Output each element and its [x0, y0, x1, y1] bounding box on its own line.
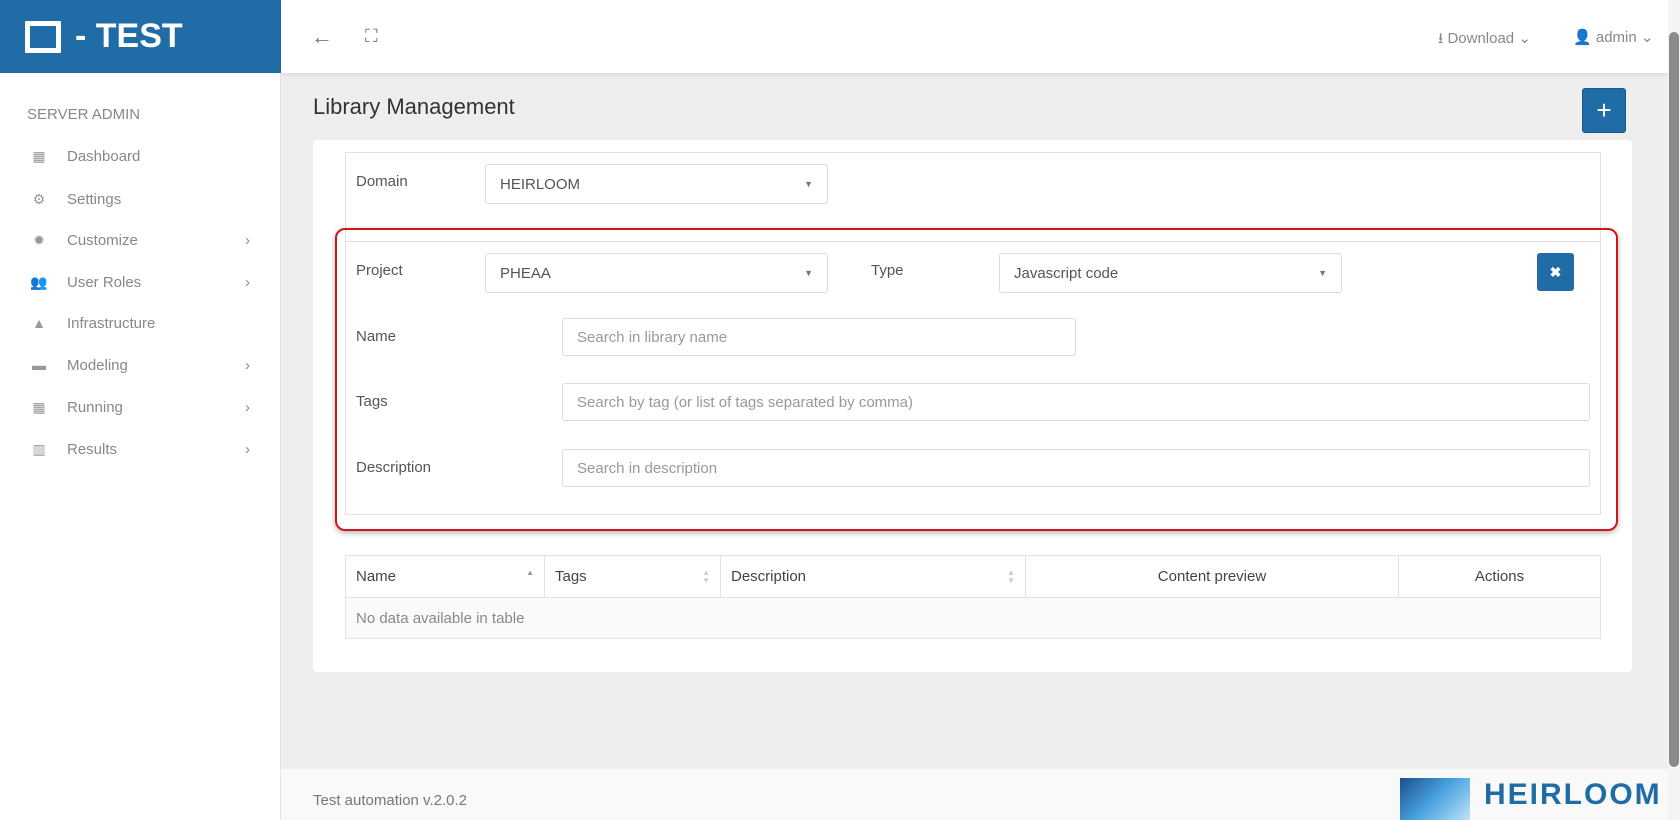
add-library-button[interactable]: +	[1582, 88, 1626, 133]
name-search-input[interactable]	[562, 318, 1076, 356]
project-value: PHEAA	[500, 264, 551, 282]
sort-icon: ▲ ▼	[1007, 568, 1015, 585]
fullscreen-icon[interactable]: ⛶	[365, 26, 378, 46]
topbar: ← ⛶ ⭳ Download ⌄ 👤 admin ⌄	[281, 0, 1668, 73]
brand-title: - TEST	[75, 17, 183, 55]
sidebar-item-label: Results	[67, 440, 118, 458]
column-label: Tags	[555, 568, 587, 585]
heirloom-logo: HEIRLOOM	[1400, 778, 1662, 820]
column-header-tags[interactable]: Tags ▲ ▼	[544, 555, 721, 598]
chevron-right-icon: ›	[245, 231, 250, 249]
sidebar: - TEST SERVER ADMIN ▦ Dashboard ⚙ Settings ✹…	[0, 0, 281, 820]
sidebar-item-dashboard[interactable]: ▦ Dashboard	[30, 141, 250, 171]
tags-search-input[interactable]	[562, 383, 1590, 421]
column-label: Name	[356, 568, 397, 585]
download-menu[interactable]: ⭳ Download ⌄	[1438, 28, 1531, 53]
sidebar-item-label: Modeling	[67, 356, 128, 374]
empty-message: No data available in table	[345, 597, 1601, 639]
caret-down-icon: ▼	[804, 179, 813, 189]
sidebar-item-label: Settings	[67, 190, 122, 208]
tags-label: Tags	[356, 393, 388, 410]
description-search-input[interactable]	[562, 449, 1590, 487]
column-header-name[interactable]: Name ▲	[345, 555, 545, 598]
description-label: Description	[356, 459, 432, 476]
sidebar-item-infrastructure[interactable]: ▲ Infrastructure	[30, 308, 250, 338]
domain-section	[345, 152, 1601, 242]
table-row-empty: No data available in table	[345, 597, 1601, 639]
briefcase-icon: ▬	[32, 357, 46, 373]
name-label: Name	[356, 328, 397, 345]
sidebar-item-user-roles[interactable]: 👥 User Roles ›	[30, 267, 250, 297]
sidebar-item-label: Running	[67, 398, 123, 416]
column-header-content-preview: Content preview	[1025, 555, 1399, 598]
version-text: Test automation v.2.0.2	[313, 792, 467, 809]
gear-icon: ⚙	[32, 190, 46, 207]
project-label: Project	[356, 262, 403, 279]
domain-label: Domain	[356, 173, 408, 190]
sidebar-item-label: User Roles	[67, 273, 142, 291]
sidebar-item-modeling[interactable]: ▬ Modeling ›	[30, 350, 250, 380]
user-icon: 👤	[1573, 29, 1592, 46]
caret-down-icon: ▼	[1318, 268, 1327, 278]
highlight-frame	[335, 228, 1618, 531]
sidebar-item-settings[interactable]: ⚙ Settings	[30, 184, 250, 214]
sort-icon: ▲ ▼	[702, 568, 710, 585]
chevron-right-icon: ›	[245, 398, 250, 416]
calendar-icon: ▦	[32, 398, 46, 415]
brand-logo[interactable]: - TEST	[0, 0, 281, 73]
page-title: Library Management	[313, 94, 515, 119]
chevron-right-icon: ›	[245, 440, 250, 458]
sidebar-item-label: Dashboard	[67, 147, 141, 165]
domain-value: HEIRLOOM	[500, 175, 581, 193]
caret-down-icon: ▼	[804, 268, 813, 278]
road-icon: ▲	[32, 315, 46, 331]
users-icon: 👥	[30, 273, 48, 290]
scrollbar-thumb[interactable]	[1669, 32, 1679, 767]
sidebar-item-results[interactable]: ▥ Results ›	[30, 434, 250, 464]
remove-filter-button[interactable]: ✖	[1537, 253, 1574, 291]
type-select[interactable]: Javascript code ▼	[999, 253, 1342, 293]
dashboard-icon: ▦	[32, 147, 46, 164]
sidebar-item-label: Infrastructure	[67, 314, 156, 332]
chevron-right-icon: ›	[245, 356, 250, 374]
column-header-description[interactable]: Description ▲ ▼	[720, 555, 1026, 598]
bar-chart-icon: ▥	[32, 440, 46, 457]
user-menu[interactable]: 👤 admin ⌄	[1573, 28, 1653, 46]
sidebar-item-running[interactable]: ▦ Running ›	[30, 392, 250, 422]
column-header-actions: Actions	[1398, 555, 1601, 598]
sidebar-item-customize[interactable]: ✹ Customize ›	[30, 225, 250, 255]
sidebar-item-label: Customize	[67, 231, 138, 249]
download-icon: ⭳	[1438, 30, 1444, 47]
logo-icon	[25, 20, 61, 53]
download-label: Download	[1447, 30, 1515, 47]
type-value: Javascript code	[1014, 264, 1119, 282]
project-select[interactable]: PHEAA ▼	[485, 253, 828, 293]
chevron-down-icon: ⌄	[1518, 30, 1531, 47]
type-label: Type	[871, 262, 904, 279]
chevron-right-icon: ›	[245, 273, 250, 291]
chevron-down-icon: ⌄	[1640, 29, 1654, 46]
cog-badge-icon: ✹	[33, 231, 45, 248]
heirloom-logo-mark	[1400, 778, 1470, 820]
column-label: Description	[731, 568, 807, 585]
user-label: admin	[1595, 29, 1637, 46]
sort-asc-icon: ▲	[526, 568, 534, 577]
back-arrow-icon[interactable]: ←	[311, 24, 333, 49]
library-table: Name ▲ Tags ▲ ▼ Description ▲ ▼ Content previ…	[345, 555, 1601, 639]
domain-select[interactable]: HEIRLOOM ▼	[485, 164, 828, 204]
sidebar-section-title: SERVER ADMIN	[27, 106, 141, 123]
